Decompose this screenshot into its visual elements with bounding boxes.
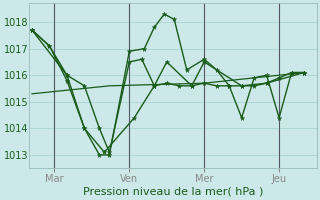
X-axis label: Pression niveau de la mer( hPa ): Pression niveau de la mer( hPa ) <box>83 187 263 197</box>
